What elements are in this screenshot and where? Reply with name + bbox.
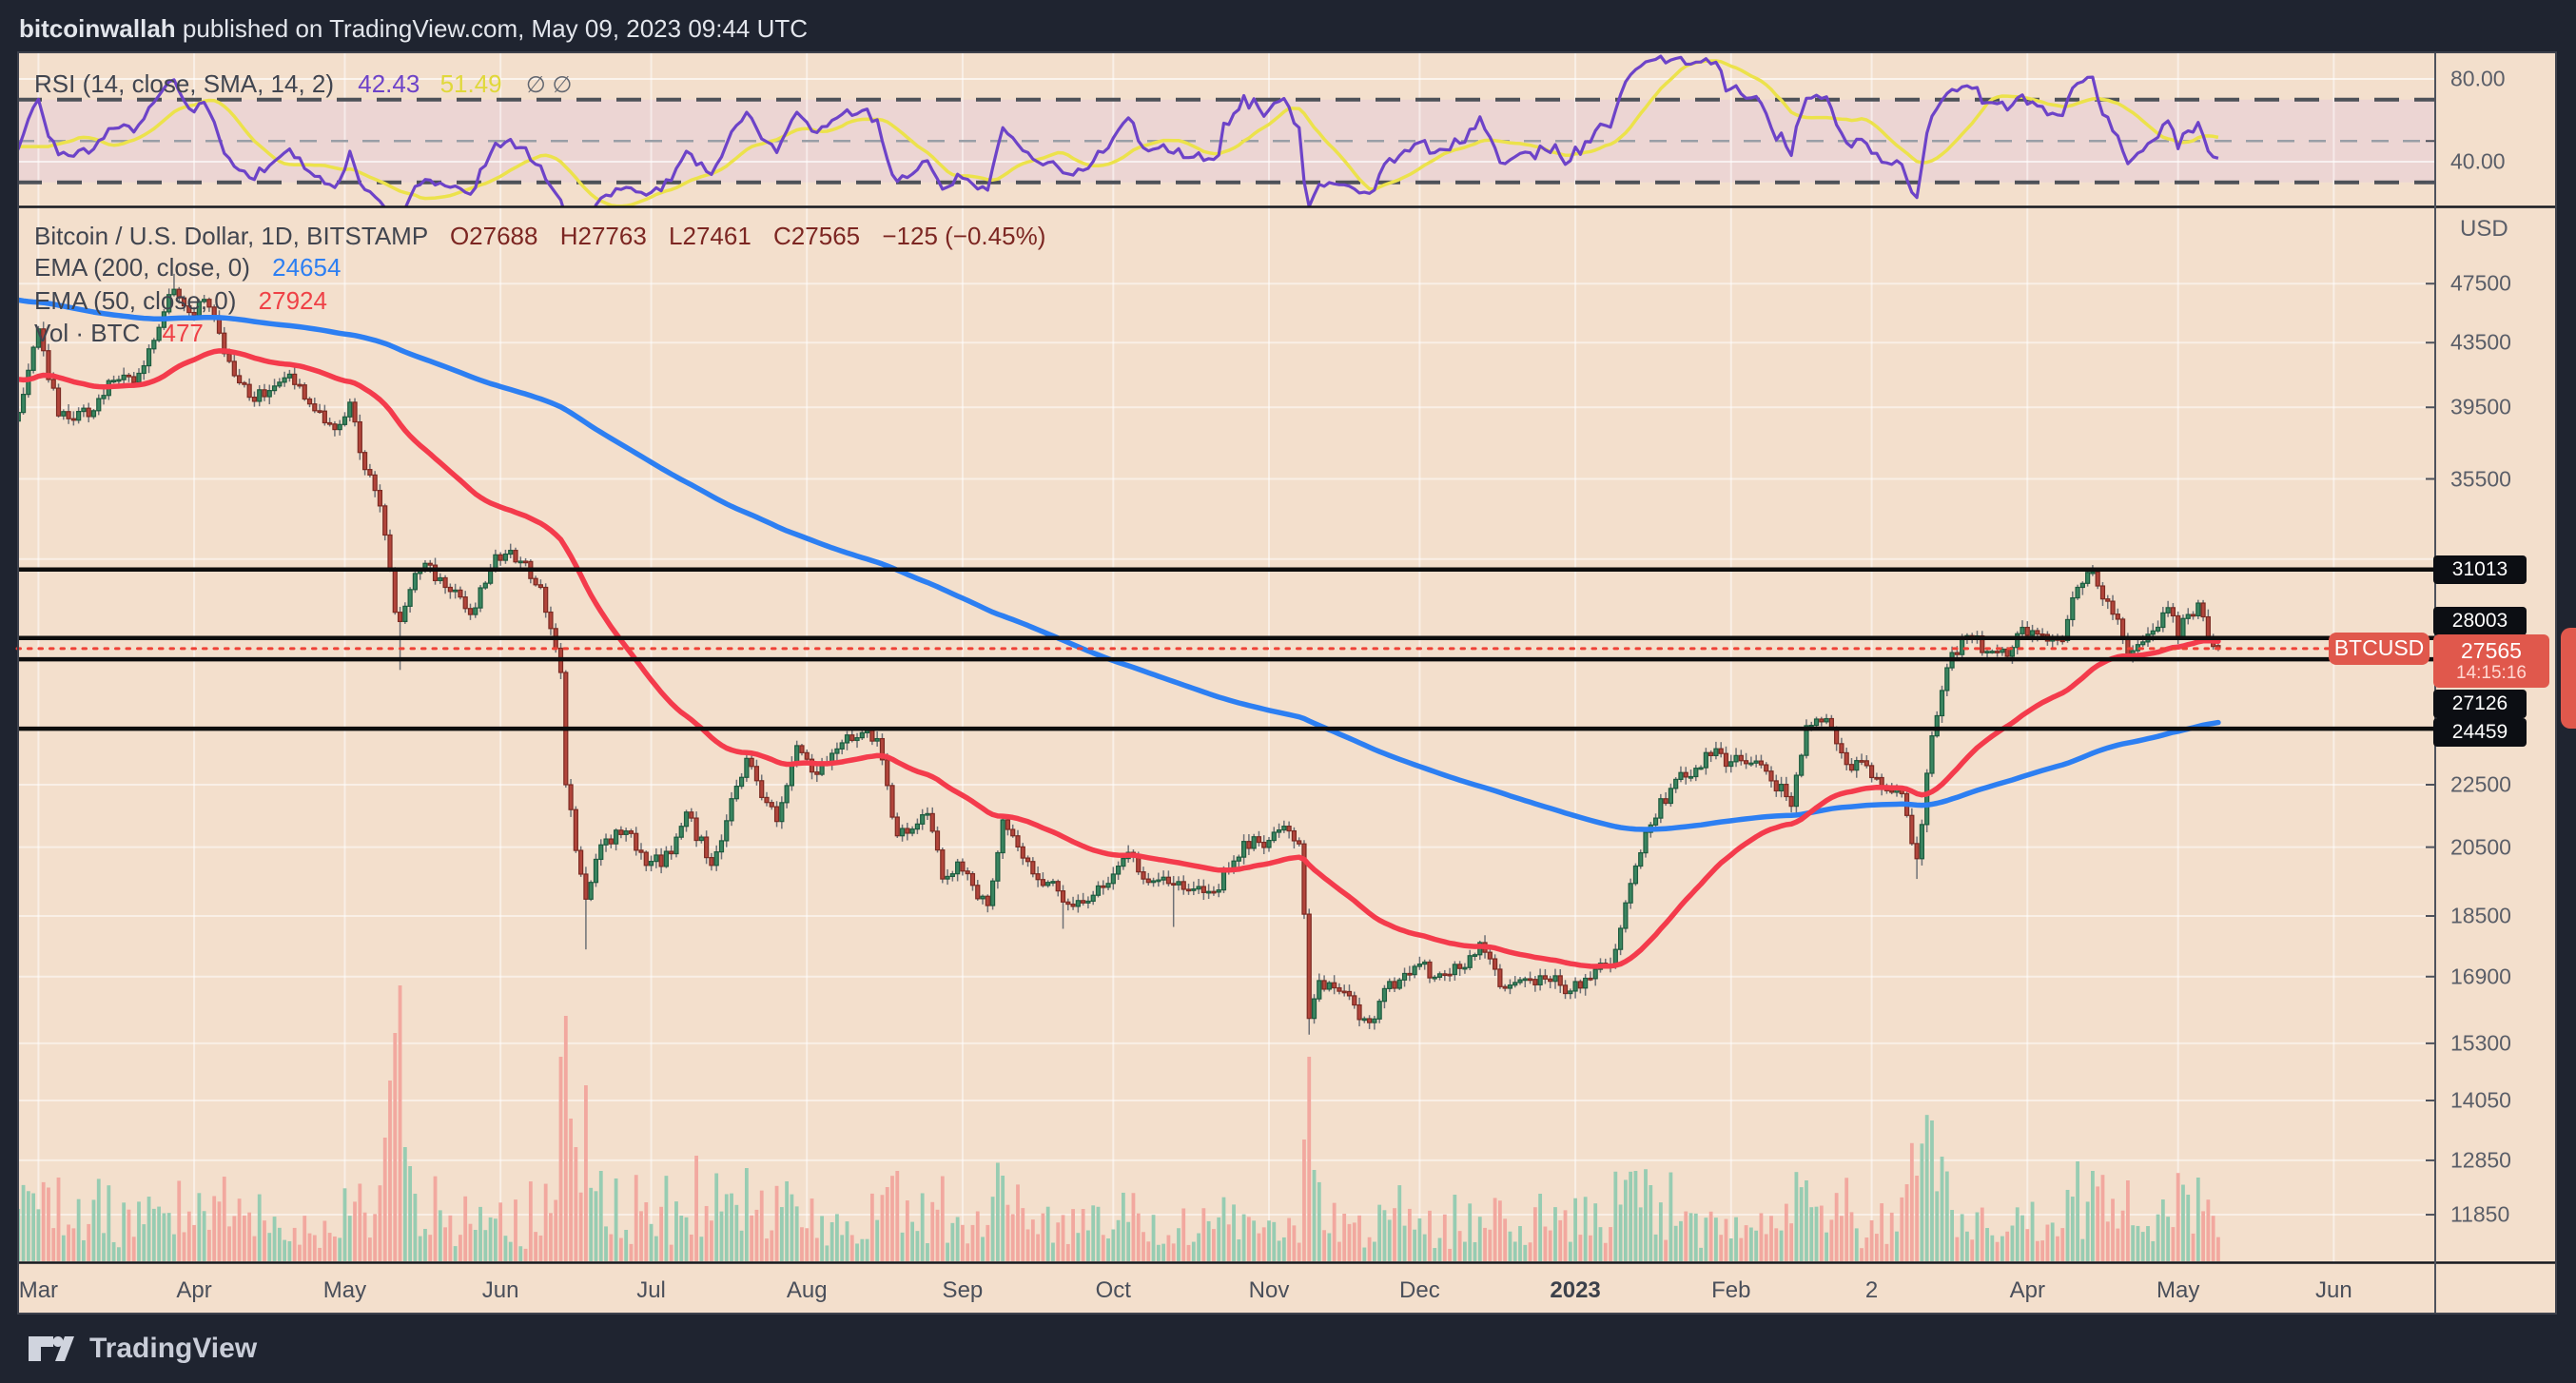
price-axis-tick-label: 47500 xyxy=(2450,270,2511,296)
price-level-badge: 31013 xyxy=(2433,555,2527,584)
symbol-tag-text: BTCUSD xyxy=(2333,635,2425,661)
price-label-cutoff xyxy=(2561,628,2576,729)
time-axis-label: Mar xyxy=(18,1277,59,1303)
rsi-value: 42.43 xyxy=(358,69,420,98)
price-axis-tick-label: 22500 xyxy=(2450,771,2511,797)
time-axis-label: Jul xyxy=(636,1277,666,1303)
publish-header: bitcoinwallah published on TradingView.c… xyxy=(19,12,808,45)
symbol-legend[interactable]: Bitcoin / U.S. Dollar, 1D, BITSTAMP O276… xyxy=(34,223,1045,249)
volume-value: 477 xyxy=(162,319,204,347)
time-axis-label: Aug xyxy=(786,1277,828,1303)
time-axis-label: May xyxy=(322,1277,367,1303)
rsi-hidden-values: ∅ ∅ xyxy=(525,72,573,98)
time-scale[interactable] xyxy=(17,1263,2435,1315)
ohlc-close: C27565 xyxy=(773,222,861,250)
time-axis-label: Dec xyxy=(1399,1277,1440,1303)
price-axis-tick-label: 11850 xyxy=(2450,1201,2510,1227)
ohlc-open: O27688 xyxy=(449,222,538,250)
price-axis-currency: USD xyxy=(2460,216,2508,242)
price-axis-tick-label: 18500 xyxy=(2450,903,2511,928)
time-axis-label: 2 xyxy=(1864,1277,1879,1303)
price-axis-tick-label: 39500 xyxy=(2450,394,2511,419)
ema50-legend[interactable]: EMA (50, close, 0) 27924 xyxy=(34,287,327,314)
rsi-sma-value: 51.49 xyxy=(439,69,502,98)
volume-legend[interactable]: Vol · BTC 477 xyxy=(34,320,204,346)
rsi-legend-label: RSI (14, close, SMA, 14, 2) xyxy=(34,69,335,98)
ema200-label: EMA (200, close, 0) xyxy=(34,253,250,282)
rsi-axis-tick-label: 80.00 xyxy=(2450,66,2506,91)
price-level-badge: 28003 xyxy=(2433,606,2527,635)
symbol-title: Bitcoin / U.S. Dollar, 1D, BITSTAMP xyxy=(34,222,428,250)
price-level-badge: 27126 xyxy=(2433,690,2527,719)
time-axis-label: Apr xyxy=(176,1277,212,1303)
ohlc-low: L27461 xyxy=(669,222,751,250)
rsi-legend[interactable]: RSI (14, close, SMA, 14, 2) 42.43 51.49 … xyxy=(34,69,573,98)
time-axis-label: Apr xyxy=(2009,1277,2045,1303)
price-axis-tick-label: 14050 xyxy=(2450,1087,2511,1113)
ema200-legend[interactable]: EMA (200, close, 0) 24654 xyxy=(34,254,341,281)
tradingview-logo-icon xyxy=(29,1336,74,1361)
footer-branding[interactable]: TradingView xyxy=(27,1330,257,1368)
price-axis-tick-label: 20500 xyxy=(2450,834,2511,860)
time-axis-label: Jun xyxy=(2315,1277,2352,1303)
price-axis-tick-label: 35500 xyxy=(2450,466,2511,491)
author-name: bitcoinwallah xyxy=(19,14,176,43)
price-axis-tick-label: 15300 xyxy=(2450,1030,2511,1056)
last-price-badge: 27565 14:15:16 xyxy=(2433,633,2549,688)
price-axis-tick-label: 43500 xyxy=(2450,329,2511,355)
time-axis-label: May xyxy=(2156,1277,2200,1303)
symbol-price-tag: BTCUSD xyxy=(2329,632,2430,665)
brand-name: TradingView xyxy=(89,1333,258,1364)
time-axis-label: 2023 xyxy=(1550,1277,1601,1303)
time-axis-label: Feb xyxy=(1711,1277,1751,1303)
bar-countdown: 14:15:16 xyxy=(2456,662,2527,683)
volume-label: Vol · BTC xyxy=(34,319,141,347)
ohlc-change: −125 (−0.45%) xyxy=(882,222,1046,250)
rsi-axis-tick-label: 40.00 xyxy=(2450,148,2506,174)
price-level-badge: 24459 xyxy=(2433,718,2527,748)
time-axis-label: Oct xyxy=(1095,1277,1131,1303)
last-price-value: 27565 xyxy=(2461,637,2522,663)
price-axis-tick-label: 16900 xyxy=(2450,964,2511,989)
ema200-value: 24654 xyxy=(272,253,342,282)
time-axis-label: Jun xyxy=(481,1277,519,1303)
published-text: published on TradingView.com, May 09, 20… xyxy=(175,14,809,43)
time-axis-label: Sep xyxy=(942,1277,984,1303)
ema50-label: EMA (50, close, 0) xyxy=(34,286,237,315)
ema50-value: 27924 xyxy=(258,286,327,315)
price-axis-tick-label: 12850 xyxy=(2450,1147,2511,1173)
ohlc-high: H27763 xyxy=(559,222,647,250)
time-axis-label: Nov xyxy=(1248,1277,1290,1303)
